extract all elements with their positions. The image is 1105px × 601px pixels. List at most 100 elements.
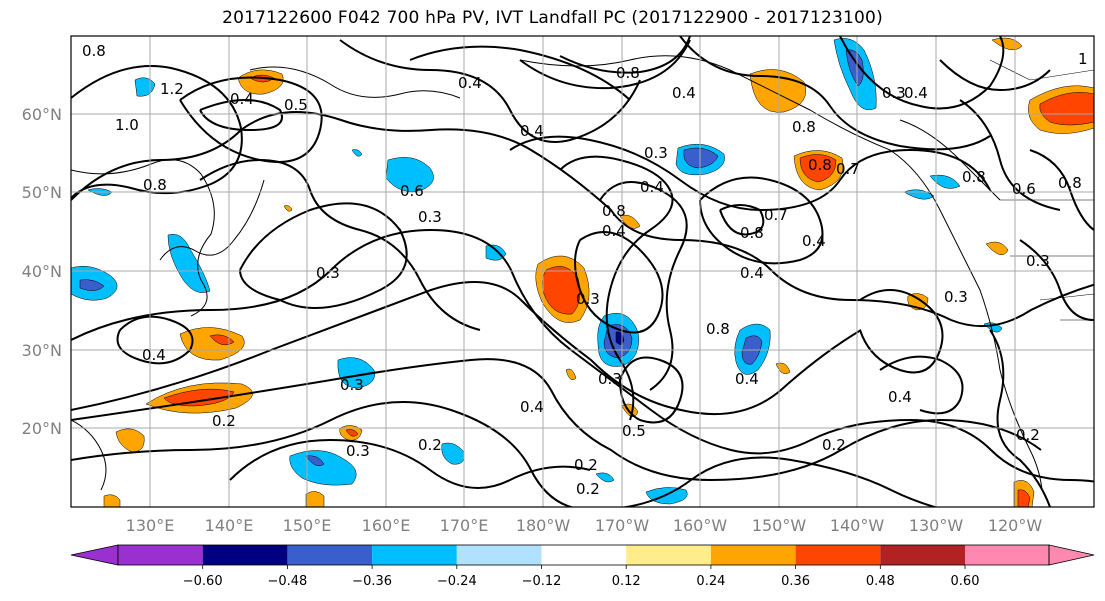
colorbar-tick-label: −0.12 bbox=[522, 574, 562, 589]
contour-label: 0.2 bbox=[418, 436, 442, 454]
lon-label: 180°W bbox=[516, 516, 571, 535]
contour-label: 0.8 bbox=[602, 202, 626, 220]
colorbar-segment bbox=[710, 545, 796, 565]
contour-label: 0.8 bbox=[143, 176, 167, 194]
colorbar-segment bbox=[456, 545, 542, 565]
coastlines bbox=[71, 55, 1043, 491]
contour-label: 0.4 bbox=[602, 222, 626, 240]
colorbar-tick-label: 0.36 bbox=[781, 574, 810, 589]
latitude-labels: 60°N 50°N 40°N 30°N 20°N bbox=[22, 105, 62, 438]
negative-anomaly-patches bbox=[71, 38, 1003, 505]
colorbar-segment bbox=[287, 545, 373, 565]
lon-label: 160°E bbox=[362, 516, 411, 535]
contour-label: 0.3 bbox=[644, 144, 668, 162]
colorbar-extend-low bbox=[70, 544, 119, 566]
contour-label: 0.4 bbox=[458, 74, 482, 92]
contour-label: 0.8 bbox=[808, 156, 832, 174]
contour-label: 0.4 bbox=[672, 84, 696, 102]
lon-label: 170°W bbox=[595, 516, 650, 535]
colorbar-segment bbox=[965, 545, 1049, 565]
contour-label: 0.4 bbox=[735, 370, 759, 388]
colorbar-segment bbox=[372, 545, 457, 565]
borders bbox=[989, 59, 1094, 321]
colorbar-tick-label: 0.24 bbox=[696, 574, 725, 589]
colorbar-tick-label: −0.36 bbox=[352, 574, 392, 589]
contour-label: 0.8 bbox=[962, 168, 986, 186]
contour-label: 0.3 bbox=[316, 264, 340, 282]
contour-label: 0.4 bbox=[640, 178, 664, 196]
contour-label: 0.4 bbox=[802, 232, 826, 250]
colorbar-segment bbox=[202, 545, 288, 565]
contour-label: 0.8 bbox=[792, 118, 816, 136]
colorbar-segment bbox=[626, 545, 711, 565]
contour-label: 0.4 bbox=[142, 346, 166, 364]
contour-label: 0.7 bbox=[836, 160, 860, 178]
lon-label: 160°W bbox=[673, 516, 728, 535]
contour-label: 0.3 bbox=[944, 288, 968, 306]
contour-label: 1.2 bbox=[160, 80, 184, 98]
colorbar-tick-label: −0.48 bbox=[267, 574, 307, 589]
map-title: 2017122600 F042 700 hPa PV, IVT Landfall… bbox=[222, 8, 883, 28]
colorbar-segment bbox=[795, 545, 881, 565]
contour-label: 0.4 bbox=[888, 388, 912, 406]
contour-label: 0.8 bbox=[1058, 174, 1082, 192]
lon-label: 150°W bbox=[752, 516, 807, 535]
colorbar-tick-label: 0.12 bbox=[612, 574, 641, 589]
contour-label: 0.8 bbox=[616, 64, 640, 82]
longitude-labels: 130°E 140°E 150°E 160°E 170°E 180°W 170°… bbox=[126, 516, 1043, 535]
colorbar-segment bbox=[118, 545, 203, 565]
contour-label: 0.8 bbox=[706, 320, 730, 338]
contour-label: 0.3 bbox=[1026, 252, 1050, 270]
contour-label: 0.3 bbox=[882, 84, 906, 102]
colorbar-tick-label: −0.24 bbox=[437, 574, 477, 589]
contour-label: 0.5 bbox=[622, 422, 646, 440]
contour-label: 0.6 bbox=[400, 182, 424, 200]
contour-label: 0.2 bbox=[212, 412, 236, 430]
lat-label: 20°N bbox=[22, 419, 62, 438]
colorbar-tick-label: −0.60 bbox=[183, 574, 223, 589]
lon-label: 150°E bbox=[283, 516, 332, 535]
colorbar-tick-label: 0.60 bbox=[951, 574, 980, 589]
lat-label: 60°N bbox=[22, 105, 62, 124]
colorbar-extend-high bbox=[1048, 544, 1095, 566]
colorbar-segment bbox=[541, 545, 627, 565]
lon-label: 140°W bbox=[830, 516, 885, 535]
contour-label: 0.3 bbox=[346, 442, 370, 460]
colorbar: −0.60 −0.48 −0.36 −0.24 −0.12 0.12 0.24 … bbox=[70, 544, 1095, 589]
contour-label: 1.0 bbox=[115, 116, 139, 134]
contour-label: 0.3 bbox=[340, 376, 364, 394]
contour-label: 0.3 bbox=[598, 370, 622, 388]
lon-label: 120°W bbox=[988, 516, 1043, 535]
contour-label: 0.5 bbox=[284, 96, 308, 114]
contour-label: 0.2 bbox=[822, 436, 846, 454]
contour-label: 1 bbox=[1078, 50, 1088, 68]
colorbar-tick-label: 0.48 bbox=[866, 574, 895, 589]
contour-label: 0.3 bbox=[576, 290, 600, 308]
lon-label: 170°E bbox=[440, 516, 489, 535]
contour-label: 0.3 bbox=[418, 208, 442, 226]
plot-border bbox=[70, 35, 1095, 508]
contour-label: 0.4 bbox=[520, 398, 544, 416]
lat-label: 30°N bbox=[22, 341, 62, 360]
contour-label: 0.6 bbox=[1012, 180, 1036, 198]
lat-label: 50°N bbox=[22, 183, 62, 202]
graticule bbox=[71, 36, 1094, 507]
lon-label: 130°W bbox=[909, 516, 964, 535]
contour-label: 0.4 bbox=[520, 122, 544, 140]
contour-label: 0.2 bbox=[576, 480, 600, 498]
contour-label: 0.7 bbox=[764, 206, 788, 224]
contour-label: 0.4 bbox=[904, 84, 928, 102]
contour-label: 0.2 bbox=[1016, 426, 1040, 444]
contour-label: 0.4 bbox=[230, 90, 254, 108]
contour-label: 0.8 bbox=[82, 42, 106, 60]
contour-label: 0.8 bbox=[740, 224, 764, 242]
lon-label: 140°E bbox=[205, 516, 254, 535]
lon-label: 130°E bbox=[126, 516, 175, 535]
contour-labels: 0.8 1.2 0.4 0.5 1.0 0.8 0.4 0.6 0.3 0.4 … bbox=[82, 42, 1088, 498]
positive-anomaly-patches bbox=[103, 37, 1094, 507]
contour-label: 0.4 bbox=[740, 264, 764, 282]
lat-label: 40°N bbox=[22, 262, 62, 281]
contour-label: 0.2 bbox=[574, 456, 598, 474]
colorbar-segment bbox=[880, 545, 965, 565]
